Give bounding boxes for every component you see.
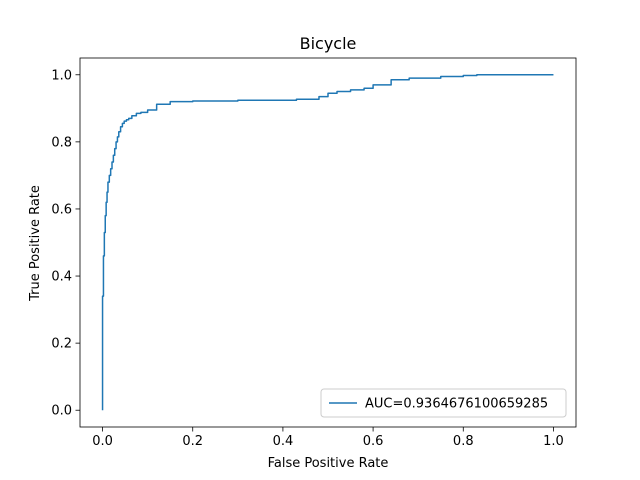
legend: AUC=0.9364676100659285 [320,388,567,418]
plot-area: 0.0 0.2 0.4 0.6 0.8 1.0 0.0 0.2 0.4 0.6 0.8 1.0 AUC=… [51,57,577,449]
y-tick-label: 0.2 [51,337,72,352]
axes-frame [79,57,577,428]
x-tick-label: 0.8 [453,434,474,449]
x-tick-label: 0.2 [182,434,203,449]
y-axis-label: True Positive Rate [28,185,43,302]
x-tick-label: 1.0 [543,434,564,449]
y-tick-label: 0.6 [51,202,72,217]
x-axis-label: False Positive Rate [268,456,389,471]
x-tick-label: 0.0 [92,434,113,449]
chart-title: Bicycle [300,34,357,53]
x-tick-label: 0.4 [273,434,294,449]
y-tick-label: 0.8 [51,135,72,150]
y-tick-label: 1.0 [51,68,72,83]
legend-label: AUC=0.9364676100659285 [365,397,548,412]
x-tick-label: 0.6 [363,434,384,449]
legend-box [320,388,567,418]
y-tick-label: 0.4 [51,270,72,285]
y-tick-label: 0.0 [51,404,72,419]
roc-curve-line [101,74,554,411]
